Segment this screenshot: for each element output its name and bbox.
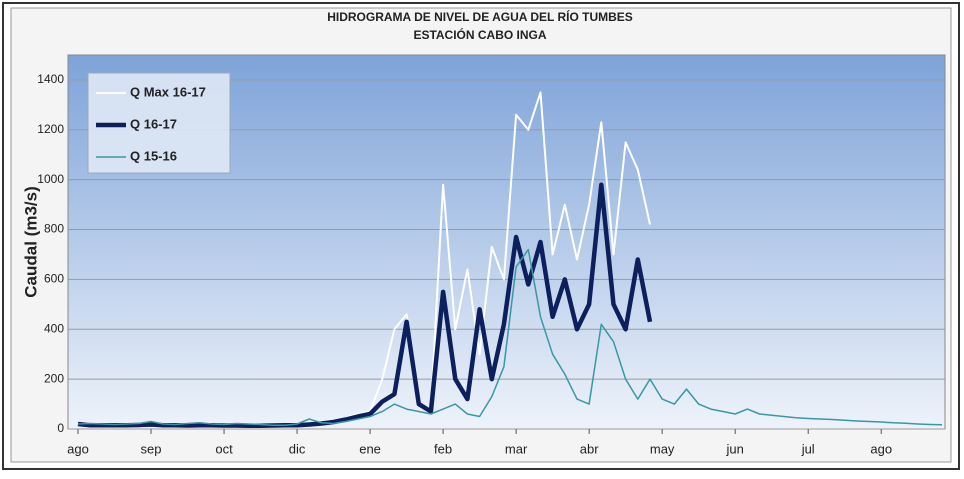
legend-label: Q 16-17 — [130, 116, 177, 131]
chart-subtitle: ESTACIÓN CABO INGA — [413, 27, 546, 42]
series-line — [77, 182, 653, 429]
x-tick-label: ene — [359, 441, 381, 456]
x-tick-label: feb — [434, 441, 452, 456]
y-tick-label: 200 — [44, 371, 64, 385]
x-tick-label: dic — [289, 441, 306, 456]
legend-label: Q 15-16 — [130, 148, 177, 163]
x-tick-label: oct — [215, 441, 233, 456]
y-axis-label: Caudal (m3/s) — [21, 186, 40, 297]
chart-title: HIDROGRAMA DE NIVEL DE AGUA DEL RÍO TUMB… — [327, 9, 633, 24]
x-tick-label: abr — [580, 441, 599, 456]
x-tick-label: mar — [505, 441, 528, 456]
y-tick-label: 1000 — [37, 172, 64, 186]
y-tick-label: 0 — [57, 421, 64, 435]
y-tick-label: 400 — [44, 321, 64, 335]
y-tick-label: 1400 — [37, 72, 64, 86]
x-tick-label: ago — [67, 441, 89, 456]
y-tick-label: 1200 — [37, 122, 64, 136]
x-tick-label: jun — [726, 441, 744, 456]
legend-label: Q Max 16-17 — [130, 84, 206, 99]
x-tick-label: sep — [141, 441, 162, 456]
series-line — [77, 248, 943, 427]
x-tick-label: ago — [870, 441, 892, 456]
x-tick-label: jul — [801, 441, 815, 456]
y-tick-label: 800 — [44, 222, 64, 236]
x-tick-label: may — [650, 441, 675, 456]
y-tick-label: 600 — [44, 272, 64, 286]
